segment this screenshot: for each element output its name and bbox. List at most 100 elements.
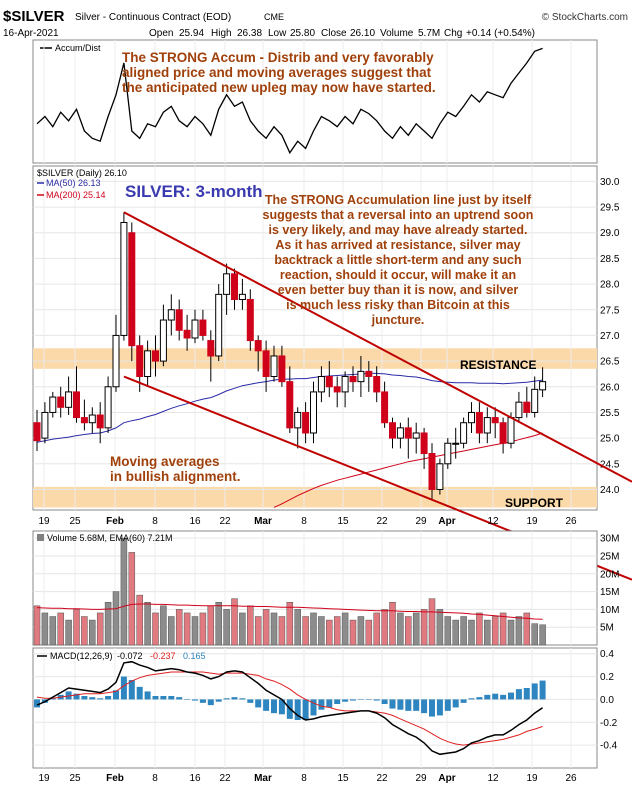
price-note-line-4: As it has arrived at resistance, silver … [275, 238, 520, 252]
volume-bar [152, 612, 159, 646]
macd-x-tick-label: 29 [415, 773, 427, 784]
candle-body [278, 355, 286, 383]
macd-hist-bar [199, 699, 206, 703]
price-note-line-6: reaction, should it occur, will make it … [280, 268, 516, 282]
accum-dist-line [36, 47, 543, 155]
volume-tick-label: 30M [600, 534, 619, 545]
volume-bar [144, 602, 151, 646]
price-x-tick-label: 22 [219, 516, 231, 527]
candle-body [199, 319, 207, 336]
macd-hist-bar [523, 688, 530, 700]
volume-bar [318, 616, 325, 646]
macd-hist-bar [168, 696, 175, 700]
accum-dist-grid [43, 40, 572, 163]
price-tick-label: 25.0 [600, 434, 620, 445]
header-chg-value: +0.14 (+0.54%) [466, 28, 535, 39]
price-x-tick-label: 19 [526, 516, 538, 527]
candle-body [515, 401, 523, 419]
candle-body [507, 417, 515, 444]
accum-dist-label: Accum/Dist [55, 43, 101, 53]
macd-hist-bar [239, 698, 246, 700]
volume-bar [452, 619, 459, 646]
volume-bar [223, 609, 230, 646]
macd-histogram [34, 676, 546, 720]
volume-bar [326, 619, 333, 646]
macd-hist-bar [484, 694, 491, 700]
macd-hist-bar [539, 680, 546, 700]
macd-hist-bar [34, 699, 40, 708]
volume-bar [365, 619, 373, 646]
volume-bar [81, 616, 88, 646]
candle-body [483, 417, 491, 434]
price-x-tick-label: Mar [254, 516, 272, 527]
price-x-tick-label: 8 [152, 516, 158, 527]
volume-bar [531, 623, 538, 646]
volume-bar [89, 619, 96, 646]
macd-hist-bar [73, 693, 80, 700]
price-y-axis: 30.0 29.5 29.0 28.5 28.0 27.5 27.0 26.5 26.0 25.5… [600, 177, 620, 496]
macd-tick-label: -0.4 [600, 741, 618, 752]
candle-body [254, 340, 262, 352]
accum-note-line-2: aligned price and moving averages sugges… [122, 65, 432, 80]
macd-hist-bar [318, 699, 325, 710]
volume-bar [120, 537, 128, 646]
volume-bar [112, 591, 120, 646]
volume-bar [254, 616, 262, 646]
ma200-line [273, 432, 543, 508]
header-low-label: Low [268, 28, 287, 39]
macd-hist-bar [105, 696, 112, 700]
resistance-label: RESISTANCE [460, 358, 536, 372]
volume-bar [49, 616, 57, 646]
macd-hist-bar [334, 699, 341, 704]
candle-body [262, 350, 270, 378]
macd-signal-line [36, 671, 543, 746]
volume-bar [436, 609, 444, 646]
candle-body [428, 453, 436, 490]
candle-body [389, 422, 396, 439]
volume-bar [373, 612, 380, 646]
macd-panel: 0.4 0.2 0.0 -0.2 -0.4 MACD(12,26,9) -0.072 -… [32, 647, 618, 769]
price-tick-label: 27.5 [600, 305, 620, 316]
macd-hist-bar [492, 693, 499, 700]
macd-x-tick-label: 12 [487, 773, 499, 784]
macd-hist-bar [294, 699, 301, 720]
price-tick-label: 27.0 [600, 331, 620, 342]
volume-bar [302, 616, 309, 646]
macd-hist-bar [192, 699, 198, 701]
accum-dist-frame [32, 39, 598, 164]
price-tick-label: 26.0 [600, 382, 620, 393]
price-legend-symbol: $SILVER (Daily) 26.10 [37, 168, 127, 178]
macd-hist-bar [184, 699, 191, 700]
volume-bar [349, 619, 357, 646]
macd-hist-bar [144, 691, 151, 700]
candle-body [96, 414, 104, 429]
price-note-line-7: even better buy than it is now, and silv… [278, 283, 519, 297]
candle-body [231, 273, 238, 300]
accum-note-line-3: the anticipated new upleg may now have s… [122, 80, 436, 95]
volume-bar [507, 619, 515, 646]
support-label: SUPPORT [505, 496, 564, 510]
candle-body [436, 463, 444, 490]
volume-legend-swatch [37, 534, 44, 541]
volume-bar [215, 602, 222, 646]
macd-hist-bar [207, 699, 214, 706]
volume-bar [357, 616, 365, 646]
volume-bar [207, 605, 215, 646]
macd-hist-bar [381, 699, 388, 704]
candle-body [539, 381, 547, 391]
ma-note-line-1: Moving averages [110, 454, 220, 469]
macd-hist-bar [310, 699, 317, 716]
candle-body [420, 432, 428, 455]
support-zone [33, 486, 597, 508]
macd-hist-bar [271, 699, 277, 714]
header-source: © StockCharts.com [542, 12, 628, 23]
volume-bar [484, 619, 491, 646]
header-high-value: 26.38 [237, 28, 262, 39]
price-note-line-8: is much less risky than Bitcoin at this [286, 298, 510, 312]
candle-body [365, 370, 373, 378]
price-x-tick-label: Feb [106, 516, 124, 527]
price-tick-label: 28.5 [600, 254, 620, 265]
candle-body [183, 329, 191, 339]
macd-hist-bar [81, 696, 88, 700]
macd-hist-bar [429, 699, 435, 717]
